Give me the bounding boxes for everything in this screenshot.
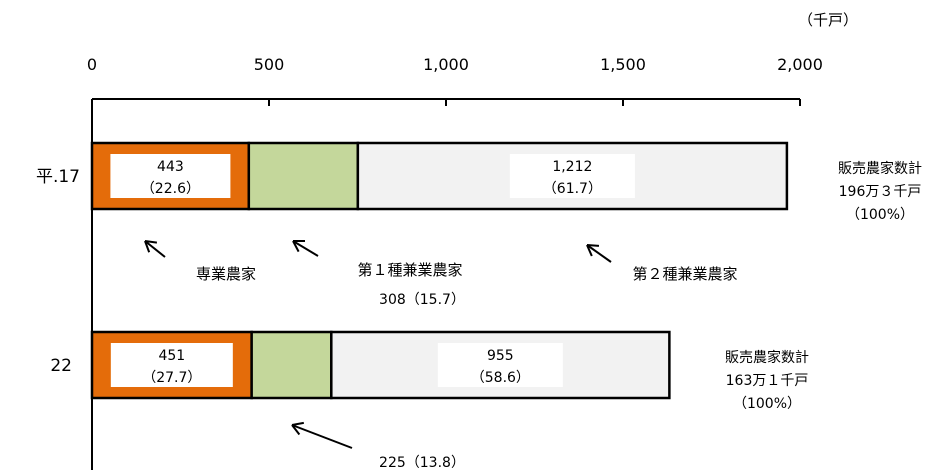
series-name-callout: 第１種兼業農家	[357, 261, 462, 279]
data-label-box	[110, 343, 233, 387]
series-name-callout: 第２種兼業農家	[632, 265, 737, 283]
total-label: 販売農家数計	[838, 160, 922, 177]
bar-segment	[250, 330, 333, 400]
callout-arrow-head	[292, 240, 300, 253]
category-label: 22	[50, 356, 72, 376]
data-label-box	[437, 343, 563, 387]
callout-arrow-head	[144, 240, 151, 253]
total-label: 販売農家数計	[725, 349, 809, 366]
callout-arrow	[292, 240, 319, 257]
total-label: （100%）	[733, 396, 801, 412]
callout-arrow-head	[291, 424, 301, 436]
category-label: 平.17	[36, 167, 80, 187]
x-tick-label: 1,000	[423, 55, 469, 74]
series-name-callout: 専業農家	[196, 265, 256, 283]
bar-segment	[247, 141, 360, 211]
callout-arrow	[586, 244, 612, 263]
callout-arrow	[144, 240, 166, 258]
data-label: 308（15.7）	[379, 292, 465, 308]
series-callouts: 専業農家 第１種兼業農家 第２種兼業農家	[144, 239, 738, 449]
callout-arrow-head	[144, 240, 158, 244]
x-tick-label: 500	[254, 55, 285, 74]
callout-arrow	[291, 424, 353, 449]
total-label: 196万３千戸	[839, 184, 922, 200]
data-label: （58.6）	[471, 370, 530, 386]
x-tick-label: 2,000	[777, 55, 823, 74]
total-label: （100%）	[846, 207, 914, 223]
x-tick-label: 0	[87, 55, 97, 74]
data-label: （61.7）	[543, 181, 602, 197]
data-label: 451	[158, 348, 185, 364]
data-label: 955	[487, 348, 514, 364]
data-labels: 平.17 22 443 （22.6） 1,212 （61.7） 451 （27.7） 955 （5…	[36, 154, 922, 470]
data-label: （27.7）	[142, 370, 201, 386]
callout-arrow-head	[586, 244, 600, 247]
callout-arrow-head	[586, 244, 593, 257]
data-label-box	[509, 154, 635, 198]
unit-label: （千戸）	[798, 11, 858, 29]
x-tick-label: 1,500	[600, 55, 646, 74]
callout-arrow-head	[291, 421, 304, 426]
data-label: 1,212	[552, 159, 592, 175]
data-label: 225（13.8）	[379, 455, 465, 470]
total-label: 163万１千戸	[726, 373, 809, 389]
data-label: 443	[157, 159, 184, 175]
data-label-box	[110, 154, 231, 198]
data-label: （22.6）	[141, 181, 200, 197]
